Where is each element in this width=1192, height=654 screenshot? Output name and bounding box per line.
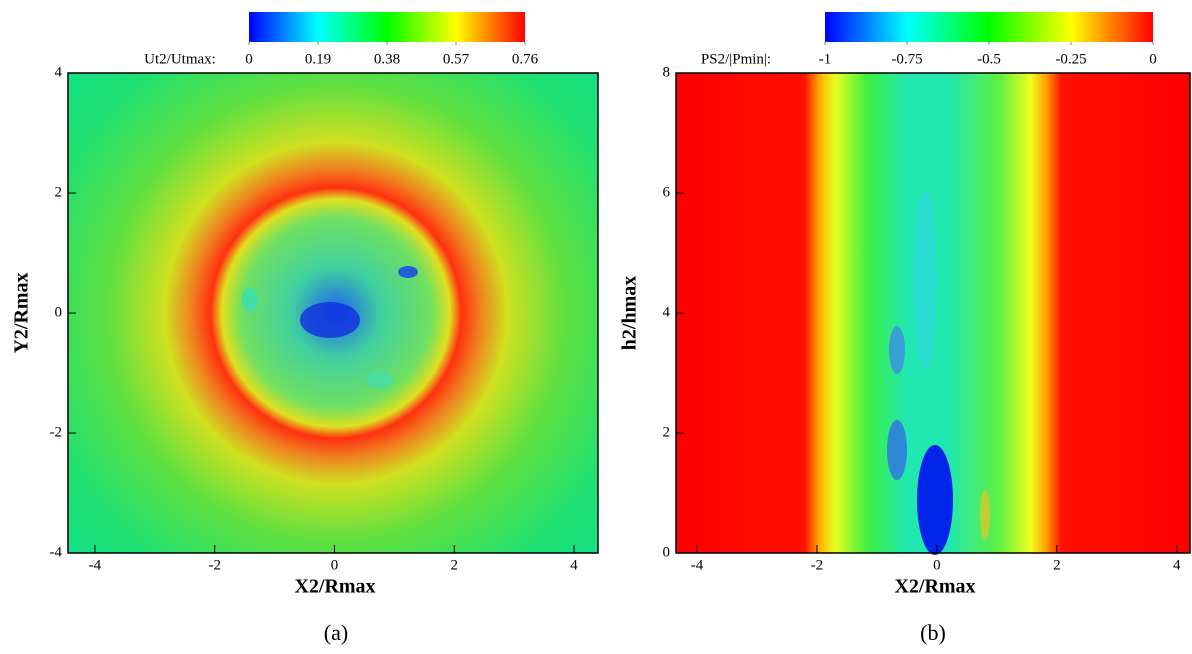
y-tick-label: 4 bbox=[663, 304, 671, 320]
x-tick-label: 0 bbox=[933, 557, 941, 573]
x-tick-label: 2 bbox=[451, 557, 459, 573]
colorbar-tick-label: 0.57 bbox=[443, 51, 470, 67]
colorbar-tick-label: 0.38 bbox=[374, 51, 400, 67]
caption: (a) bbox=[324, 620, 348, 645]
x-tick-label: -2 bbox=[811, 557, 824, 573]
y-tick-label: 4 bbox=[55, 64, 63, 80]
colorbar-tick-label: -0.25 bbox=[1055, 51, 1086, 67]
colorbar-label: PS2/|Pmin|: bbox=[701, 51, 771, 67]
y-tick-label: -4 bbox=[50, 544, 63, 560]
y-tick-label: -2 bbox=[50, 424, 63, 440]
x-axis-label: X2/Rmax bbox=[294, 576, 375, 598]
x-tick-label: 2 bbox=[1053, 557, 1061, 573]
y-tick-label: 8 bbox=[663, 64, 671, 80]
y-axis-label: h2/hmax bbox=[619, 276, 641, 350]
x-tick-label: 0 bbox=[331, 557, 339, 573]
colorbar-tick-label: -0.75 bbox=[891, 51, 922, 67]
colorbar-tick-label: -1 bbox=[819, 51, 832, 67]
caption: (b) bbox=[920, 620, 946, 645]
colorbar-label: Ut2/Utmax: bbox=[144, 51, 216, 67]
colorbar-tick-label: 0 bbox=[245, 51, 253, 67]
y-tick-label: 2 bbox=[663, 424, 671, 440]
colorbar-tick-label: 0.19 bbox=[305, 51, 331, 67]
x-tick-label: -4 bbox=[89, 557, 102, 573]
y-tick-label: 6 bbox=[663, 184, 671, 200]
x-tick-label: 4 bbox=[570, 557, 578, 573]
colorbar-tick-label: -0.5 bbox=[977, 51, 1001, 67]
colorbar bbox=[249, 12, 525, 42]
field-b bbox=[676, 73, 1190, 555]
field-a bbox=[68, 73, 598, 553]
x-tick-label: -4 bbox=[691, 557, 704, 573]
x-axis-label: X2/Rmax bbox=[894, 576, 975, 598]
y-tick-label: 2 bbox=[55, 184, 63, 200]
y-tick-label: 0 bbox=[55, 304, 63, 320]
colorbar bbox=[825, 12, 1153, 42]
y-tick-label: 0 bbox=[663, 544, 671, 560]
y-axis-label: Y2/Rmax bbox=[11, 272, 33, 353]
x-tick-label: -2 bbox=[208, 557, 221, 573]
x-tick-label: 4 bbox=[1173, 557, 1181, 573]
colorbar-tick-label: 0 bbox=[1149, 51, 1157, 67]
colorbar-tick-label: 0.76 bbox=[512, 51, 539, 67]
